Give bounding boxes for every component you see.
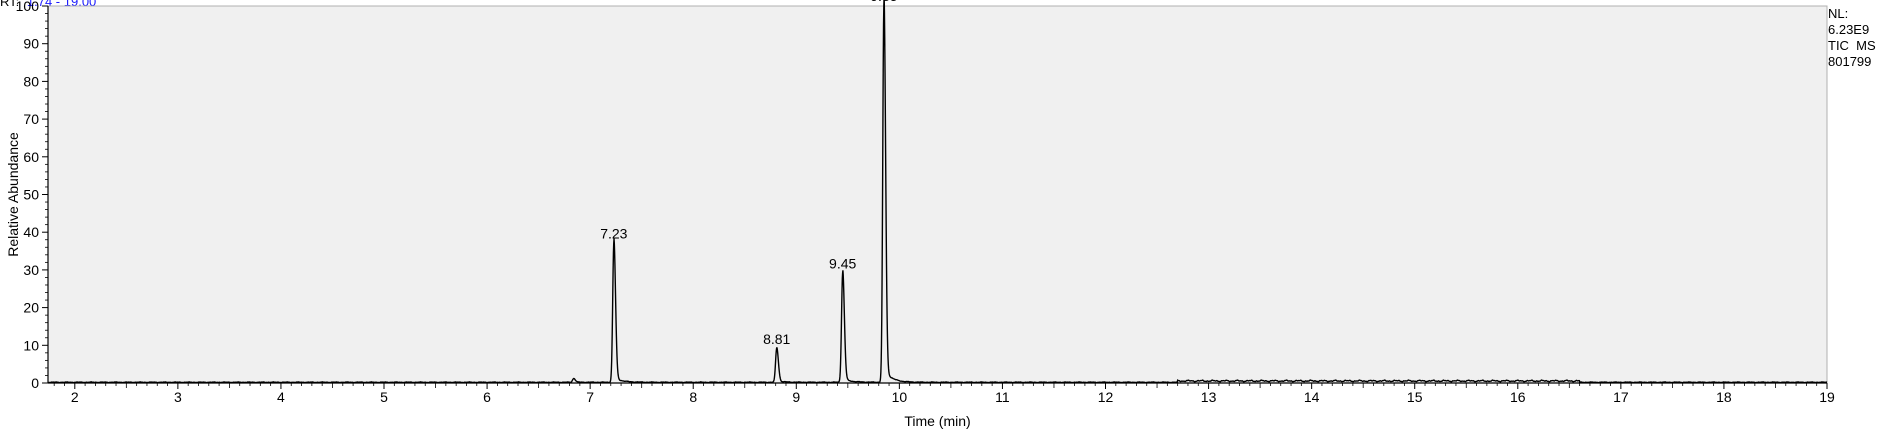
x-minor-ticks [53,383,1818,388]
x-axis: 2 3 4 5 6 7 8 9 10 11 12 13 14 15 16 17 18 19 [48,382,1835,405]
y-tick-label: 100 [16,0,40,14]
x-tick-label: 12 [1098,389,1114,405]
x-tick-label: 19 [1819,389,1835,405]
x-tick-label: 15 [1407,389,1423,405]
x-tick-label: 5 [380,389,388,405]
y-tick-label: 50 [23,187,39,203]
nl-value: 6.23E9 [1828,22,1870,37]
peak-label: 9.85 [870,0,897,4]
x-tick-label: 9 [792,389,800,405]
x-tick-label: 7 [586,389,594,405]
scan-filter: TIC MS [1828,38,1876,53]
x-tick-label: 3 [174,389,182,405]
x-tick-label: 11 [995,389,1010,405]
y-tick-label: 60 [23,149,39,165]
y-tick-label: 40 [23,224,39,240]
plot-area [47,5,1828,384]
y-tick-label: 70 [23,111,39,127]
y-axis-title: Relative Abundance [5,132,21,257]
x-tick-label: 10 [892,389,908,405]
x-tick-label: 6 [483,389,491,405]
y-tick-label: 90 [23,36,39,52]
x-tick-label: 8 [689,389,697,405]
y-axis: 0 10 20 30 40 50 60 70 80 90 100 [16,0,49,391]
x-tick-label: 17 [1613,389,1629,405]
y-tick-label: 30 [23,262,39,278]
normalization-info: NL: 6.23E9 TIC MS 801799 [1828,6,1876,70]
peak-label: 9.45 [829,256,856,272]
peak-label: 8.81 [763,331,790,347]
x-tick-label: 14 [1304,389,1320,405]
x-axis-title: Time (min) [904,413,970,429]
y-tick-label: 20 [23,300,39,316]
x-tick-label: 2 [71,389,79,405]
rt-label: RT: [0,0,20,9]
x-tick-label: 18 [1716,389,1732,405]
y-tick-label: 80 [23,73,39,89]
rt-range-header: RT: 1.74 - 19.00 [0,0,96,9]
peak-labels: 7.23 8.81 9.45 9.85 [600,0,898,347]
x-tick-label: 4 [277,389,285,405]
x-tick-label: 16 [1510,389,1526,405]
rt-range-value: 1.74 - 19.00 [26,0,97,9]
y-tick-label: 0 [31,375,39,391]
tic-trace-line [47,0,1828,384]
peak-label: 7.23 [600,226,627,242]
nl-label: NL: [1828,6,1849,21]
y-tick-label: 10 [23,337,39,353]
x-tick-label: 13 [1201,389,1217,405]
sample-id: 801799 [1828,54,1872,69]
